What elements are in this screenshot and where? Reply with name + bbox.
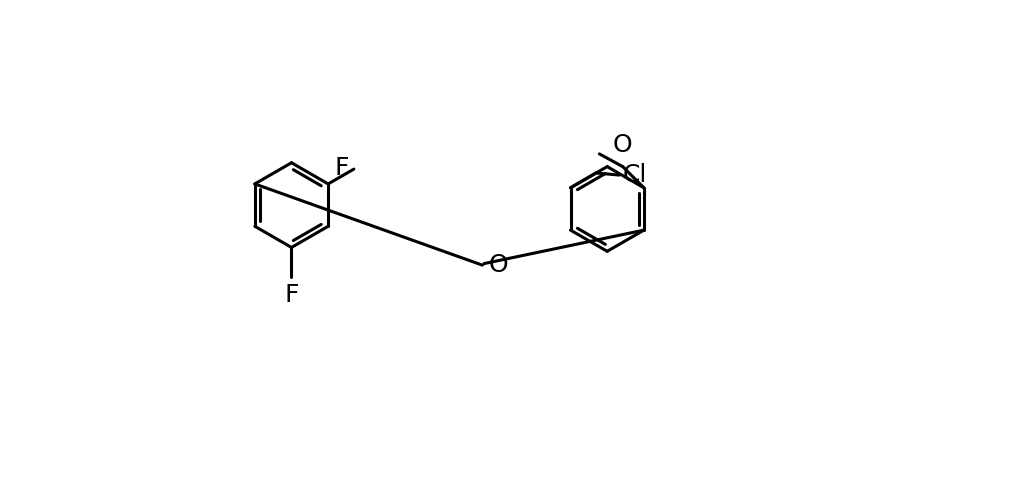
Text: F: F [335, 155, 349, 179]
Text: F: F [284, 283, 298, 307]
Text: Cl: Cl [622, 163, 646, 187]
Text: O: O [613, 133, 632, 157]
Text: O: O [489, 253, 508, 277]
